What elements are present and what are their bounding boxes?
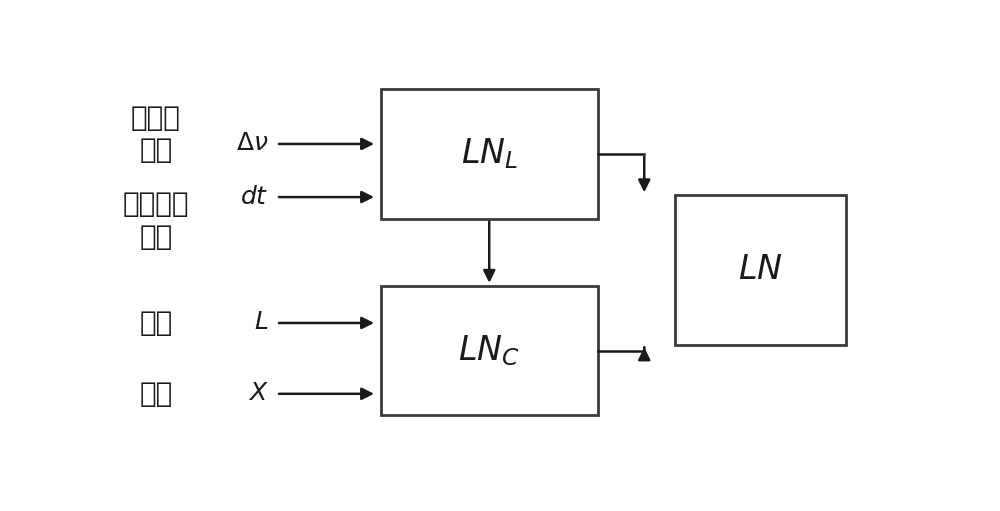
Text: $LN_L$: $LN_L$ [461, 136, 518, 171]
Text: $L$: $L$ [254, 312, 268, 335]
Text: 串扰: 串扰 [139, 380, 173, 408]
Text: $LN_C$: $LN_C$ [458, 333, 520, 368]
Text: $X$: $X$ [248, 382, 268, 405]
Text: $LN$: $LN$ [738, 254, 783, 286]
Text: 长度: 长度 [139, 309, 173, 337]
Text: 激光器
线宽: 激光器 线宽 [131, 104, 181, 165]
Bar [381, 89, 598, 219]
Bar [675, 195, 846, 344]
Text: $dt$: $dt$ [240, 185, 268, 208]
Text: 采样时间
间隔: 采样时间 间隔 [123, 191, 189, 251]
Bar [381, 286, 598, 415]
Text: $\Delta\nu$: $\Delta\nu$ [236, 132, 268, 155]
